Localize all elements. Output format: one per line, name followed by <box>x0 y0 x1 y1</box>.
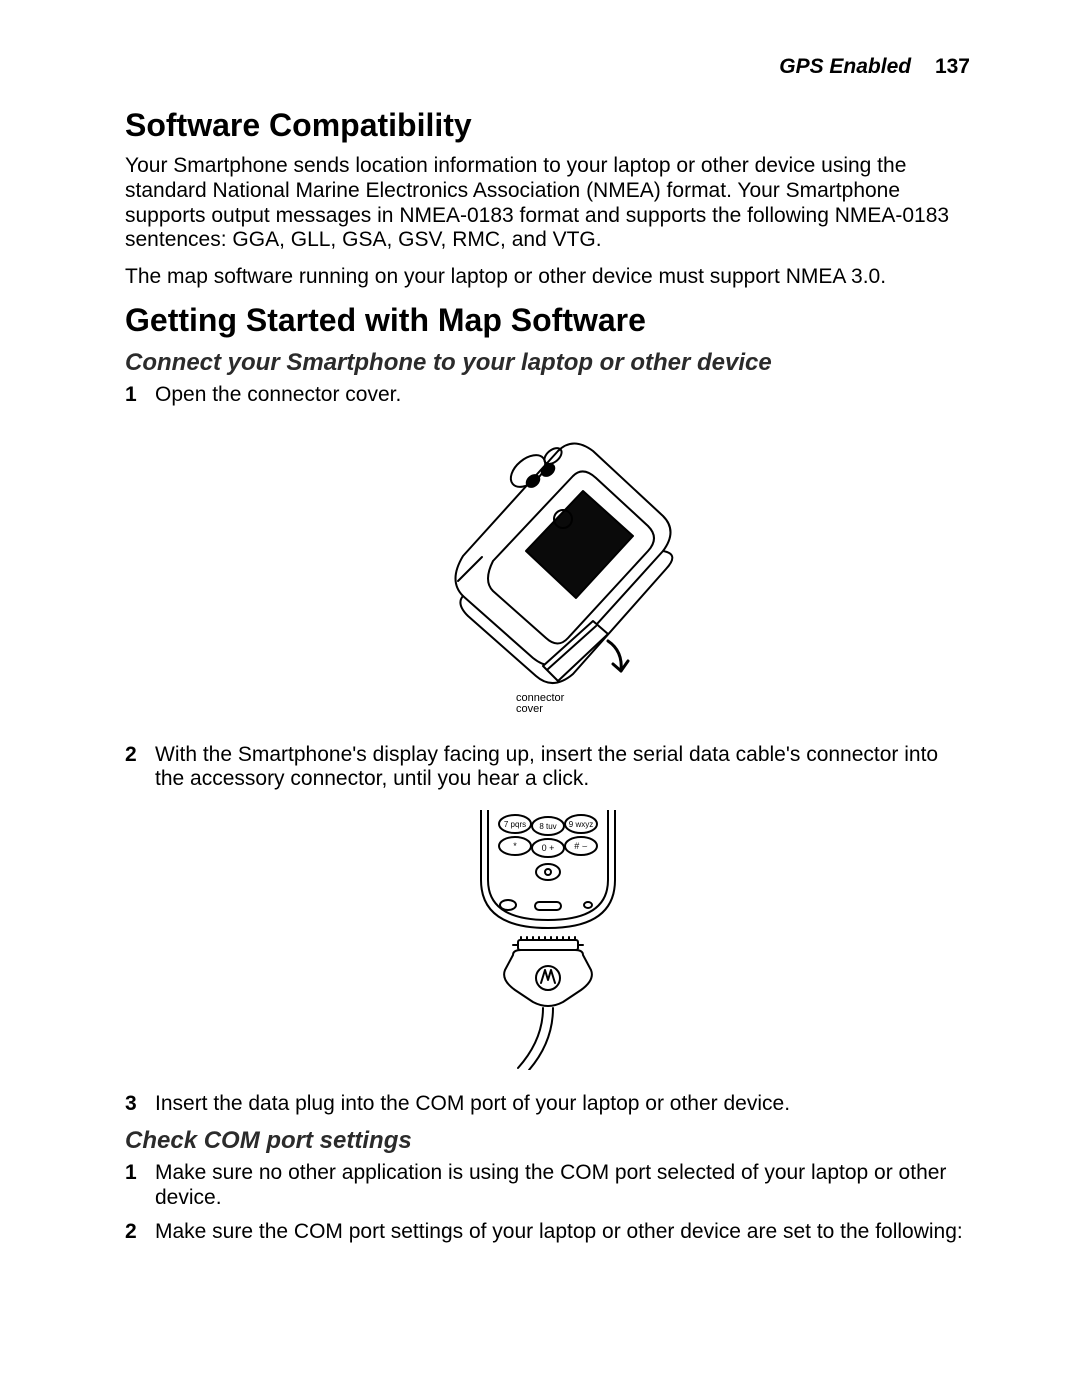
list-item: 1 Open the connector cover. <box>125 383 970 408</box>
page-header: GPS Enabled 137 <box>125 55 970 79</box>
subheading-connect-device: Connect your Smartphone to your laptop o… <box>125 349 970 377</box>
step-number: 2 <box>125 1220 155 1245</box>
key-7: 7 pqrs <box>503 820 525 829</box>
paragraph-compat-1: Your Smartphone sends location informati… <box>125 154 970 253</box>
step-number: 2 <box>125 743 155 793</box>
list-item: 2 Make sure the COM port settings of you… <box>125 1220 970 1245</box>
step-number: 1 <box>125 383 155 408</box>
figure-phone-data-cable: 7 pqrs 8 tuv 9 wxyz * 0 + # ⌣ <box>125 810 970 1070</box>
header-page-number: 137 <box>935 55 970 78</box>
connect-steps-list: 1 Open the connector cover. <box>125 383 970 408</box>
list-item: 3 Insert the data plug into the COM port… <box>125 1092 970 1117</box>
key-8: 8 tuv <box>539 822 556 831</box>
manual-page: GPS Enabled 137 Software Compatibility Y… <box>0 0 1080 1397</box>
key-9: 9 wxyz <box>568 820 592 829</box>
step-number: 3 <box>125 1092 155 1117</box>
header-section-name: GPS Enabled <box>779 55 911 78</box>
subheading-check-com-port: Check COM port settings <box>125 1127 970 1155</box>
key-hash: # ⌣ <box>574 841 588 851</box>
step-number: 1 <box>125 1161 155 1211</box>
step-text: Make sure the COM port settings of your … <box>155 1220 970 1245</box>
connect-steps-list-cont: 2 With the Smartphone's display facing u… <box>125 743 970 793</box>
step-text: With the Smartphone's display facing up,… <box>155 743 970 793</box>
paragraph-compat-2: The map software running on your laptop … <box>125 265 970 290</box>
figure-phone-open-cover: connector cover <box>125 426 970 721</box>
heading-software-compatibility: Software Compatibility <box>125 107 970 144</box>
step-text: Insert the data plug into the COM port o… <box>155 1092 970 1117</box>
key-0: 0 + <box>541 843 554 853</box>
figure-label-line2: cover <box>516 703 543 715</box>
com-port-steps-list: 1 Make sure no other application is usin… <box>125 1161 970 1245</box>
step-text: Make sure no other application is using … <box>155 1161 970 1211</box>
step-text: Open the connector cover. <box>155 383 970 408</box>
heading-getting-started: Getting Started with Map Software <box>125 302 970 339</box>
list-item: 1 Make sure no other application is usin… <box>125 1161 970 1211</box>
list-item: 2 With the Smartphone's display facing u… <box>125 743 970 793</box>
key-star: * <box>513 841 517 851</box>
connect-steps-list-cont2: 3 Insert the data plug into the COM port… <box>125 1092 970 1117</box>
